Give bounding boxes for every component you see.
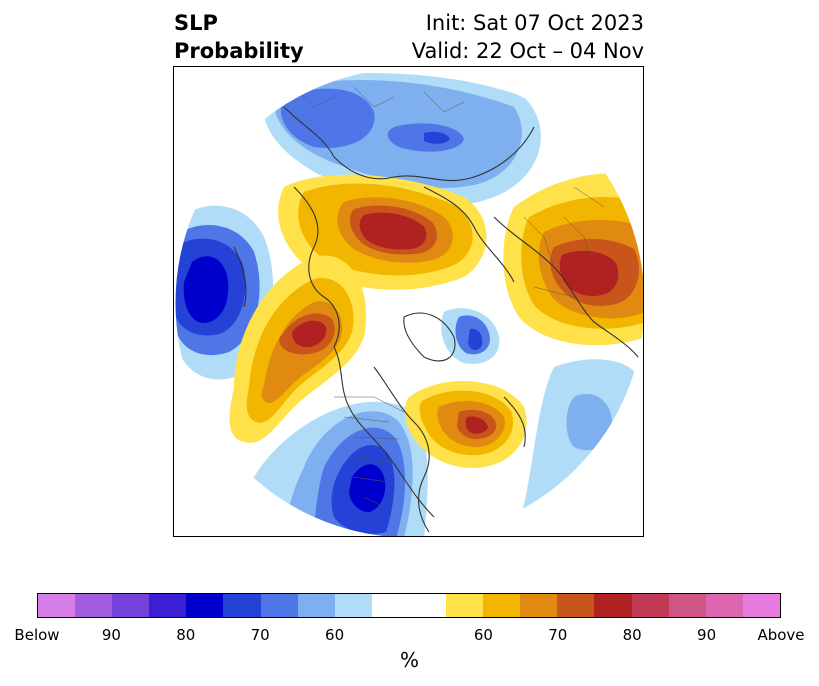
colorbar-segment	[668, 594, 706, 617]
init-date: Init: Sat 07 Oct 2023	[425, 11, 644, 35]
coastlines	[233, 106, 643, 533]
colorbar-tick-label: 60	[473, 626, 493, 644]
colorbar-segment	[520, 594, 558, 617]
warm-region-north	[278, 174, 487, 290]
arctic-strong	[424, 131, 450, 144]
colorbar-segment	[631, 594, 669, 617]
colorbar-segment	[483, 594, 521, 617]
colorbar-segment	[297, 594, 335, 617]
colorbar-segment	[38, 594, 76, 617]
title-line-2: Probability	[174, 39, 304, 63]
warm-region-atlantic	[404, 380, 527, 468]
valid-range: Valid: 22 Oct – 04 Nov	[411, 39, 644, 63]
chart-title: SLP Probability	[174, 9, 304, 65]
forecast-dates: Init: Sat 07 Oct 2023 Valid: 22 Oct – 04…	[412, 9, 644, 65]
colorbar-segment	[557, 594, 595, 617]
colorbar-tick-label: Above	[757, 626, 805, 644]
colorbar-segment	[260, 594, 298, 617]
warm-region-west	[229, 255, 367, 443]
title-line-1: SLP	[174, 11, 218, 35]
colorbar-tick-label: 60	[325, 626, 345, 644]
colorbar-segment	[742, 594, 780, 617]
colorbar-segment	[408, 594, 447, 617]
colorbar-segment	[371, 594, 409, 617]
colorbar	[37, 593, 781, 618]
probability-map	[173, 66, 644, 537]
colorbar-tick-label: 80	[176, 626, 196, 644]
colorbar-segment	[223, 594, 261, 617]
colorbar-segment	[705, 594, 743, 617]
colorbar-segment	[149, 594, 187, 617]
colorbar-segment	[594, 594, 632, 617]
colorbar-tick-label: 70	[250, 626, 270, 644]
colorbar-segment	[112, 594, 150, 617]
arctic-medium	[280, 88, 375, 148]
blue-region-south	[234, 308, 500, 536]
colorbar-tick-label: 90	[101, 626, 121, 644]
colorbar-segment	[446, 594, 484, 617]
warm-region-east	[503, 173, 643, 346]
blue-region-arctic	[262, 73, 541, 206]
colorbar-ticks: Below 90 80 70 60 60 70 80 90 Above	[14, 626, 804, 646]
colorbar-segment	[75, 594, 113, 617]
colorbar-segment	[334, 594, 372, 617]
colorbar-tick-label: 70	[548, 626, 568, 644]
colorbar-tick-label: Below	[14, 626, 60, 644]
colorbar-segment	[186, 594, 224, 617]
colorbar-tick-label: 90	[697, 626, 717, 644]
colorbar-tick-label: 80	[622, 626, 642, 644]
colorbar-unit: %	[399, 648, 419, 672]
